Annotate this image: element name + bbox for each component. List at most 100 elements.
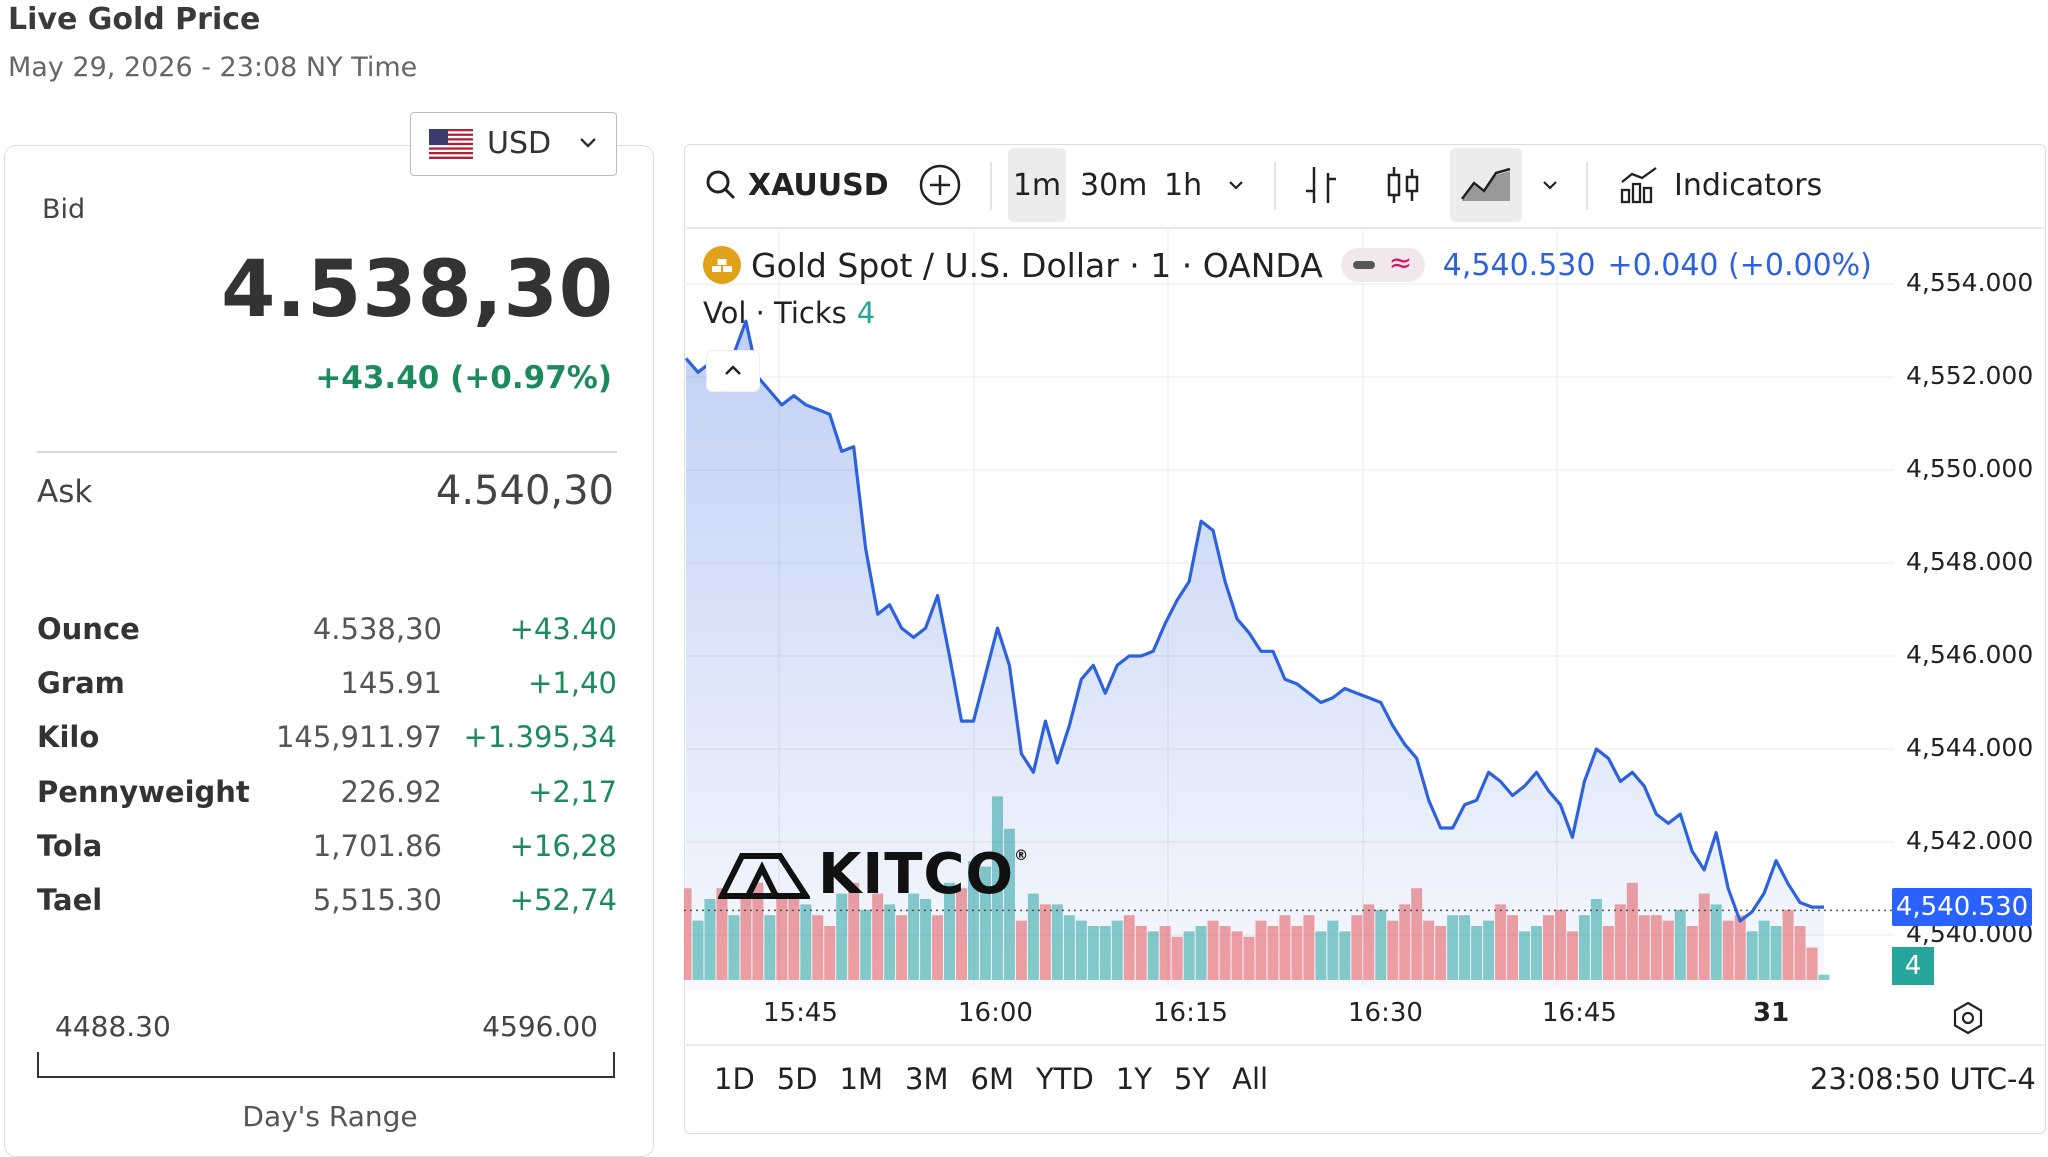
unit-name: Gram bbox=[37, 666, 125, 700]
compare-button[interactable] bbox=[918, 148, 962, 222]
y-axis-tick: 4,554.000 bbox=[1906, 268, 2034, 297]
unit-change: +43.40 bbox=[509, 612, 617, 646]
x-axis-tick: 16:15 bbox=[1153, 998, 1228, 1028]
price-timestamp: May 29, 2026 - 23:08 NY Time bbox=[8, 52, 418, 83]
toolbar-divider bbox=[1274, 162, 1276, 210]
unit-name: Pennyweight bbox=[37, 775, 250, 809]
indicators-label: Indicators bbox=[1674, 167, 1823, 203]
current-volume-tag: 4 bbox=[1892, 947, 1934, 985]
unit-name: Kilo bbox=[37, 720, 100, 754]
unit-change: +2,17 bbox=[528, 775, 617, 809]
day-range-bar bbox=[37, 1052, 615, 1078]
approx-icon: ≈ bbox=[1388, 246, 1413, 279]
y-axis-tick: 4,550.000 bbox=[1906, 454, 2034, 483]
interval-1m[interactable]: 1m bbox=[1008, 148, 1066, 222]
currency-select[interactable]: USD bbox=[410, 112, 617, 176]
symbol-label: XAUUSD bbox=[748, 167, 889, 203]
unit-row-tael: Tael 5,515.30 +52,74 bbox=[37, 883, 617, 933]
interval-dropdown[interactable] bbox=[1222, 148, 1250, 222]
y-axis-tick: 4,546.000 bbox=[1906, 640, 2034, 669]
search-icon bbox=[706, 170, 736, 200]
unit-row-kilo: Kilo 145,911.97 +1.395,34 bbox=[37, 720, 617, 770]
collapse-legend-button[interactable] bbox=[706, 350, 760, 392]
price-card bbox=[4, 145, 654, 1157]
y-axis-tick: 4,548.000 bbox=[1906, 547, 2034, 576]
range-1y[interactable]: 1Y bbox=[1115, 1062, 1152, 1096]
volume-legend: Vol · Ticks 4 bbox=[703, 296, 875, 330]
area-chart-type-button[interactable] bbox=[1450, 148, 1522, 222]
interval-1h[interactable]: 1h bbox=[1164, 167, 1203, 203]
unit-value: 226.92 bbox=[340, 775, 442, 809]
range-1m[interactable]: 1M bbox=[839, 1062, 884, 1096]
legend-change: +0.040 (+0.00%) bbox=[1607, 247, 1872, 283]
unit-value: 1,701.86 bbox=[312, 829, 442, 863]
chart-clock: 23:08:50 UTC-4 bbox=[1810, 1062, 2036, 1096]
bar-chart-type-button[interactable] bbox=[1302, 148, 1340, 222]
unit-change: +1,40 bbox=[528, 666, 617, 700]
kitco-mark-icon bbox=[718, 852, 810, 899]
indicators-icon bbox=[1620, 167, 1657, 204]
range-5y[interactable]: 5Y bbox=[1173, 1062, 1211, 1096]
divider bbox=[37, 451, 617, 453]
y-axis-tick: 4,544.000 bbox=[1906, 733, 2034, 762]
volume-label: Vol · Ticks bbox=[703, 296, 847, 330]
unit-value: 4.538,30 bbox=[312, 612, 442, 646]
unit-name: Ounce bbox=[37, 612, 140, 646]
chevron-down-icon bbox=[580, 138, 596, 148]
unit-value: 145,911.97 bbox=[275, 720, 442, 754]
range-ytd[interactable]: YTD bbox=[1036, 1062, 1094, 1096]
current-price-tag: 4,540.530 bbox=[1892, 888, 2032, 926]
minus-icon bbox=[1352, 261, 1375, 269]
add-circle-icon bbox=[919, 164, 961, 206]
legend-price: 4,540.530 bbox=[1442, 247, 1596, 283]
unit-row-gram: Gram 145.91 +1,40 bbox=[37, 666, 617, 716]
day-range-low: 4488.30 bbox=[55, 1010, 171, 1043]
toolbar-divider bbox=[990, 162, 992, 210]
symbol-search[interactable]: XAUUSD bbox=[704, 148, 889, 222]
unit-value: 5,515.30 bbox=[312, 883, 442, 917]
chevron-up-icon bbox=[725, 365, 741, 375]
area-chart-icon bbox=[1461, 167, 1511, 201]
time-range-buttons: 1D 5D 1M 3M 6M YTD 1Y 5Y All bbox=[714, 1062, 1268, 1096]
range-3m[interactable]: 3M bbox=[905, 1062, 949, 1096]
x-axis-tick: 16:00 bbox=[958, 998, 1033, 1028]
range-6m[interactable]: 6M bbox=[970, 1062, 1015, 1096]
range-all[interactable]: All bbox=[1232, 1062, 1269, 1096]
indicators-button[interactable]: Indicators bbox=[1618, 148, 1822, 222]
price-area bbox=[686, 321, 1824, 990]
range-5d[interactable]: 5D bbox=[776, 1062, 818, 1096]
range-1d[interactable]: 1D bbox=[714, 1062, 755, 1096]
us-flag-icon bbox=[429, 129, 473, 159]
unit-row-tola: Tola 1,701.86 +16,28 bbox=[37, 829, 617, 879]
price-chart[interactable] bbox=[684, 230, 2044, 1040]
unit-change: +16,28 bbox=[509, 829, 617, 863]
settings-icon bbox=[1953, 1001, 1983, 1035]
unit-row-ounce: Ounce 4.538,30 +43.40 bbox=[37, 612, 617, 662]
y-axis-tick: 4,542.000 bbox=[1906, 826, 2034, 855]
x-axis-tick: 31 bbox=[1753, 998, 1790, 1028]
ask-label: Ask bbox=[37, 474, 93, 510]
gold-symbol-icon bbox=[703, 246, 741, 284]
interval-30m[interactable]: 30m bbox=[1080, 167, 1148, 203]
chart-settings-button[interactable] bbox=[1950, 1000, 1986, 1040]
unit-change: +1.395,34 bbox=[463, 720, 617, 754]
chart-type-dropdown[interactable] bbox=[1536, 148, 1564, 222]
divider bbox=[686, 227, 2044, 229]
bid-price: 4.538,30 bbox=[221, 245, 614, 335]
bid-label: Bid bbox=[42, 194, 86, 225]
kitco-wordmark: KITCO bbox=[818, 842, 1015, 907]
day-range-high: 4596.00 bbox=[482, 1010, 598, 1043]
volume-count: 4 bbox=[856, 296, 876, 330]
x-axis-tick: 16:45 bbox=[1542, 998, 1617, 1028]
chart-legend: Gold Spot / U.S. Dollar · 1 · OANDA ≈ 4,… bbox=[703, 240, 1872, 290]
candles-chart-type-button[interactable] bbox=[1384, 148, 1422, 222]
ask-price: 4.540,30 bbox=[435, 468, 614, 514]
ohlc-bars-icon bbox=[1306, 167, 1336, 203]
toolbar-divider bbox=[1586, 162, 1588, 210]
kitco-logo: KITCO ® bbox=[718, 842, 1029, 907]
divider bbox=[686, 1044, 2044, 1046]
market-status-pill[interactable]: ≈ bbox=[1340, 246, 1425, 282]
unit-value: 145.91 bbox=[340, 666, 442, 700]
unit-name: Tola bbox=[37, 829, 103, 863]
day-range-label: Day's Range bbox=[242, 1100, 418, 1133]
